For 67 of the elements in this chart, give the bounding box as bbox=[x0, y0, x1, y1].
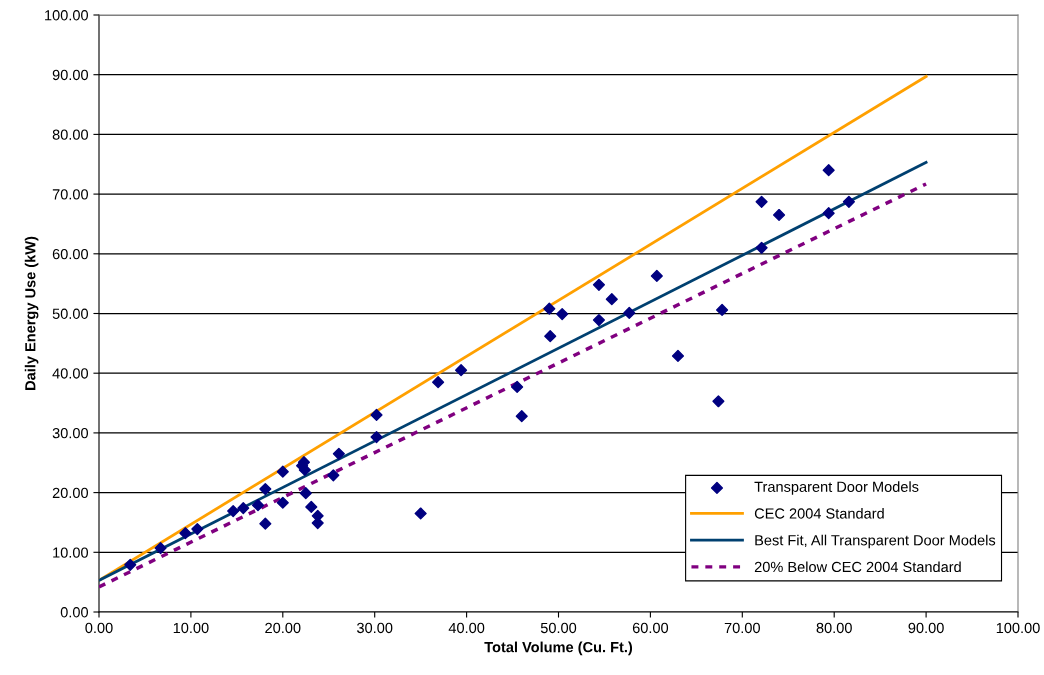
y-tick-label: 70.00 bbox=[52, 189, 89, 200]
y-tick-label: 80.00 bbox=[52, 129, 89, 140]
x-tick-label: 90.00 bbox=[908, 622, 944, 634]
point bbox=[755, 241, 768, 254]
point bbox=[592, 278, 606, 291]
point bbox=[716, 303, 729, 316]
legend-label: Transparent Door Models bbox=[754, 481, 919, 495]
point bbox=[544, 330, 557, 343]
x-tick-label: 60.00 bbox=[632, 622, 669, 634]
point bbox=[227, 505, 240, 518]
y-tick-label: 30.00 bbox=[52, 428, 89, 439]
x-axis-title: Total Volume (Cu. Ft.) bbox=[484, 641, 633, 656]
point bbox=[515, 410, 528, 423]
point bbox=[191, 522, 204, 536]
point bbox=[623, 306, 636, 319]
x-tick-label: 30.00 bbox=[357, 622, 393, 634]
point bbox=[511, 380, 524, 394]
point bbox=[822, 164, 835, 177]
point bbox=[755, 195, 768, 208]
point bbox=[370, 408, 383, 422]
point bbox=[237, 502, 250, 515]
point bbox=[556, 308, 569, 321]
y-tick-label: 20.00 bbox=[52, 487, 89, 499]
point bbox=[650, 269, 663, 282]
point bbox=[124, 558, 137, 571]
point bbox=[276, 496, 289, 509]
point bbox=[432, 376, 445, 389]
point bbox=[822, 207, 835, 220]
legend-label: Best Fit, All Transparent Door Models bbox=[755, 534, 996, 549]
point bbox=[671, 349, 685, 362]
point bbox=[299, 487, 312, 500]
point bbox=[259, 482, 272, 496]
point bbox=[592, 313, 606, 327]
x-tick-label: 70.00 bbox=[724, 622, 760, 634]
point bbox=[154, 542, 167, 555]
point bbox=[772, 208, 786, 222]
y-tick-label: 40.00 bbox=[52, 368, 89, 379]
y-axis-title: Daily Energy Use (kW) bbox=[24, 236, 39, 390]
point bbox=[259, 517, 272, 530]
point bbox=[179, 527, 192, 540]
y-tick-label: 60.00 bbox=[52, 248, 89, 260]
point bbox=[414, 507, 427, 520]
legend-label: 20% Below CEC 2004 Standard bbox=[754, 561, 961, 573]
point bbox=[332, 447, 345, 460]
x-tick-label: 80.00 bbox=[816, 622, 852, 634]
legend-label: CEC 2004 Standard bbox=[754, 507, 884, 519]
x-tick-label: 100.00 bbox=[996, 622, 1040, 634]
y-tick-label: 0.00 bbox=[60, 607, 89, 618]
x-tick-label: 40.00 bbox=[448, 622, 485, 634]
x-tick-label: 0.00 bbox=[85, 622, 113, 634]
x-tick-label: 20.00 bbox=[265, 622, 301, 634]
point bbox=[276, 465, 289, 478]
point bbox=[455, 364, 468, 377]
point bbox=[543, 302, 556, 315]
point bbox=[842, 195, 855, 208]
x-tick-label: 50.00 bbox=[540, 622, 577, 634]
y-tick-label: 50.00 bbox=[52, 308, 89, 319]
y-tick-label: 100.00 bbox=[45, 10, 89, 21]
y-tick-label: 90.00 bbox=[52, 69, 89, 81]
point bbox=[605, 293, 618, 306]
x-tick-label: 10.00 bbox=[173, 622, 209, 634]
point bbox=[251, 499, 265, 512]
point bbox=[712, 395, 725, 408]
point bbox=[370, 431, 383, 444]
point bbox=[327, 469, 340, 482]
point bbox=[305, 500, 318, 514]
y-tick-label: 10.00 bbox=[53, 547, 89, 558]
